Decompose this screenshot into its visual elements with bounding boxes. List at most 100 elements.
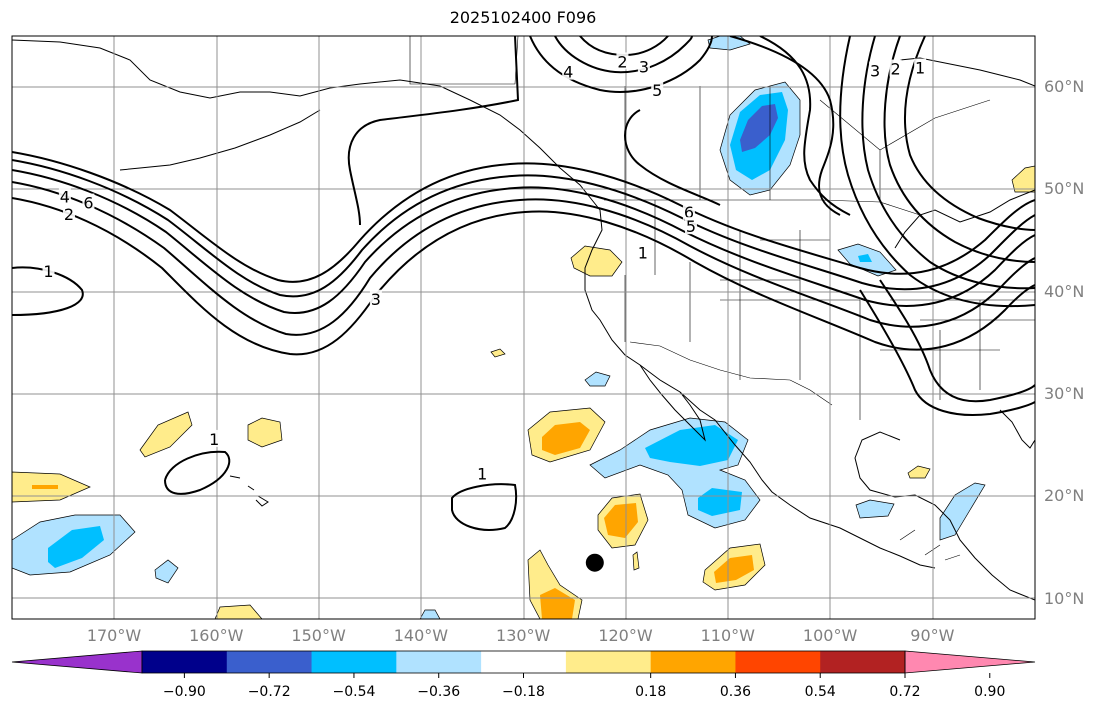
shade-positive-medium [540,588,575,619]
contour-label-background [684,217,697,235]
contour-label: 1 [209,430,219,449]
colorbar-label: 0.18 [635,684,667,700]
contour-line-east-trough-1 [839,36,1035,308]
alaska-peninsula [119,109,321,171]
contour-label: 3 [870,62,880,81]
latitude-label: 40°N [1044,281,1085,301]
coastlines [12,39,1035,601]
colorbar-segment [481,651,567,673]
latitude-label: 60°N [1044,77,1085,96]
contour-label-background [616,52,629,70]
shade-positive-light [632,551,640,571]
contour-line-jet-4 [12,169,1035,314]
colorbar-label: −0.18 [502,684,545,700]
contour-label: 3 [639,58,649,77]
contour-label-background [562,62,575,80]
contour-label-background [914,58,927,76]
map-title: 2025102400 F096 [449,8,597,27]
contour-label: 6 [83,194,93,213]
colorbar-label: 0.72 [889,684,921,700]
shade-positive-light [139,411,193,458]
contour-label-background [369,289,382,307]
contour-line-jet-5 [12,159,1035,298]
colorbar-label: 0.36 [719,684,752,700]
shade-positive-light [214,604,263,619]
shade-negative-medium [858,254,872,262]
longitude-label: 140°W [393,626,449,645]
contour-label-background [651,81,664,99]
contour-label: 4 [60,187,70,206]
contour-line-north-2 [554,36,693,74]
contour-label-background [58,187,71,205]
shade-negative-light [939,482,986,541]
contour-label: 1 [638,244,648,263]
contour-label-background [637,57,650,75]
shade-positive-light [570,245,623,277]
shade-positive-light [490,348,506,358]
contour-label: 3 [371,290,381,309]
shade-negative-light [584,371,611,387]
us-mexico-border [629,341,833,406]
longitude-label: 170°W [86,626,142,645]
shade-positive-light [907,465,931,479]
contour-line-canada-trough-2 [624,109,721,206]
contour-label: 4 [563,63,573,82]
contour-label: 1 [43,262,53,281]
shade-negative-light [707,36,751,51]
colorbar-label: 0.90 [974,684,1006,700]
contour-label: 2 [890,60,900,79]
shade-negative-medium [645,425,738,466]
contour-label-background [682,202,695,220]
contour-line-subtropical-1 [164,450,231,495]
colorbar [11,650,1036,678]
anomaly-shading [12,36,1035,619]
contour-line-north-1 [529,36,713,93]
colorbar-min-arrow [11,650,143,674]
shade-negative-light [154,559,179,584]
contour-label-background [869,61,882,79]
us-canada-border [604,199,921,216]
alaska-border [409,36,519,85]
canada-east [894,189,1035,249]
longitude-label: 90°W [910,626,955,645]
contour-label: 5 [652,81,662,100]
contour-line-jet-3 [12,181,1035,336]
shade-positive-medium [604,503,638,538]
colorbar-segment [311,651,397,673]
contour-line-jet-6 [12,151,1035,283]
shade-negative-light [855,499,895,519]
contour-label-background [42,262,55,280]
contour-label: 6 [684,203,694,222]
contour-label-background [62,204,75,222]
shade-positive-medium [32,485,58,489]
contour-line-jet-2 [12,197,1035,356]
colorbar-segment [396,651,482,673]
contour-label-background [889,59,902,77]
longitude-label: 110°W [700,626,755,645]
contour-line-low-west [12,266,84,316]
colorbar-segment [650,651,736,673]
latitude-label: 10°N [1044,588,1085,608]
contour-label-background [476,464,489,482]
contour-label-background [82,193,95,211]
contour-line-east-south [879,279,1035,403]
contour-label: 2 [64,205,74,224]
contour-line-east-south-2 [859,289,1035,416]
map-frame [11,35,1036,620]
colorbar-label: −0.90 [162,684,206,700]
grid-lines [12,36,1035,619]
gulf-coast [854,431,1035,601]
shade-negative-medium [48,526,104,568]
longitude-label: 160°W [189,626,244,645]
contour-line-east-trough-2 [861,36,1035,290]
contour-label-background [636,243,649,261]
shade-positive-medium [542,422,590,455]
colorbar-segment [820,651,906,673]
shade-negative-strong [740,104,778,152]
longitude-label: 150°W [291,626,346,645]
contour-label: 1 [477,465,487,484]
contour-label: 1 [915,59,925,78]
canada-province-lines [624,86,991,202]
